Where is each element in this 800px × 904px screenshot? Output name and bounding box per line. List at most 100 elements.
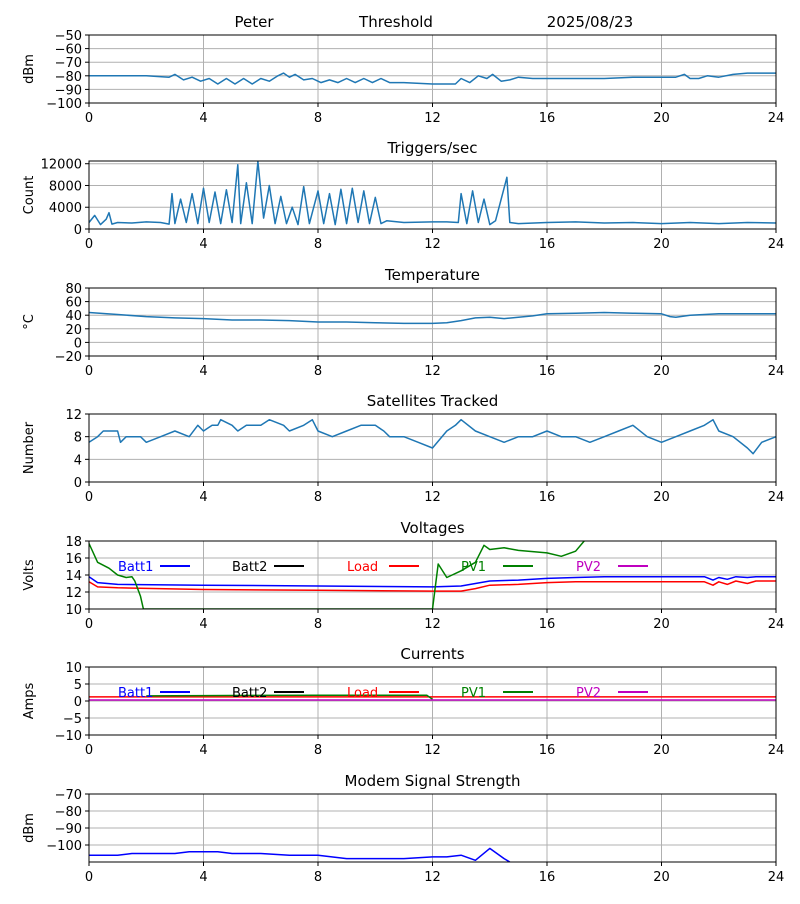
y-tick-label: 12000 — [41, 158, 82, 173]
x-tick-label: 0 — [85, 870, 93, 885]
legend-label-batt2: Batt2 — [232, 686, 267, 701]
x-tick-label: 24 — [768, 364, 785, 379]
series-group — [89, 418, 776, 455]
series-line-temperature — [89, 311, 776, 325]
x-tick-label: 20 — [653, 237, 670, 252]
y-tick-label: −90 — [55, 822, 82, 837]
x-tick-label: 8 — [314, 237, 322, 252]
series-group — [89, 847, 511, 862]
x-tick-label: 16 — [539, 743, 556, 758]
x-tick-label: 8 — [314, 111, 322, 126]
y-axis-label: Amps — [22, 682, 37, 719]
x-tick-label: 12 — [424, 111, 441, 126]
x-tick-label: 24 — [768, 237, 785, 252]
panel-threshold: 0 4 8 12 16 20 24 −100−90−80−70−60−50 dBm — [22, 29, 784, 126]
y-tick-label: 8000 — [49, 179, 82, 194]
x-tick-label: 8 — [314, 743, 322, 758]
panel-satellites: 0 4 8 12 16 20 24 0 4 8 12 Satellites Tracked Number — [22, 392, 784, 505]
x-tick-label: 0 — [85, 490, 93, 505]
x-tick-label: 24 — [768, 490, 785, 505]
series-line-satellites — [89, 418, 776, 455]
x-tick-label: 20 — [653, 364, 670, 379]
panel-title: Modem Signal Strength — [345, 772, 521, 790]
header-type: Threshold — [358, 13, 433, 31]
y-tick-label: −70 — [55, 56, 82, 71]
x-tick-label: 0 — [85, 743, 93, 758]
series-line-batt1 — [89, 575, 776, 588]
x-tick-label: 20 — [653, 870, 670, 885]
panel-voltages: 0 4 8 12 16 20 24 10 12 14 16 18 Voltages Volts Batt1 B… — [22, 519, 784, 632]
panel-title: Currents — [400, 645, 464, 663]
legend-label-load: Load — [347, 686, 378, 701]
y-tick-label: 10 — [65, 603, 82, 618]
x-tick-label: 4 — [199, 870, 207, 885]
y-tick-label: 5 — [74, 678, 82, 693]
y-tick-label: 0 — [74, 476, 82, 491]
y-tick-label: −20 — [55, 350, 82, 365]
x-tick-label: 12 — [424, 237, 441, 252]
panel-title: Voltages — [400, 519, 464, 537]
x-tick-label: 16 — [539, 111, 556, 126]
legend-label-pv2: PV2 — [576, 686, 601, 701]
x-tick-label: 4 — [199, 111, 207, 126]
y-tick-label: 8 — [74, 431, 82, 446]
x-tick-label: 12 — [424, 617, 441, 632]
y-axis-label: Volts — [22, 559, 37, 591]
panel-title: Satellites Tracked — [367, 392, 498, 410]
y-axis-label: °C — [22, 314, 37, 330]
series-line-load — [89, 580, 776, 592]
y-tick-label: −100 — [46, 839, 82, 854]
y-tick-label: 14 — [65, 569, 82, 584]
x-tick-label: 12 — [424, 364, 441, 379]
x-tick-label: 24 — [768, 743, 785, 758]
legend-label-pv2: PV2 — [576, 560, 601, 575]
panel-currents: 0 4 8 12 16 20 24 −10 −5 0 5 10 Currents Amps Batt1 Bat… — [22, 645, 784, 758]
series-group — [89, 541, 776, 609]
panel-modem: 0 4 8 12 16 20 24 −100 −90 −80 −70 Modem Signal Str… — [22, 772, 784, 885]
series-line-pv1 — [89, 541, 585, 609]
y-tick-label: 12 — [65, 586, 82, 601]
y-tick-label: 0 — [74, 336, 82, 351]
legend-label-batt1: Batt1 — [118, 560, 153, 575]
y-tick-label: 4000 — [49, 201, 82, 216]
legend-label-pv1: PV1 — [461, 686, 486, 701]
y-tick-label: 16 — [65, 552, 82, 567]
x-tick-label: 20 — [653, 490, 670, 505]
series-group — [89, 694, 776, 701]
y-tick-label: 60 — [65, 296, 82, 311]
x-tick-label: 4 — [199, 617, 207, 632]
y-tick-label: 80 — [65, 282, 82, 297]
x-tick-label: 24 — [768, 870, 785, 885]
y-tick-label: −80 — [55, 805, 82, 820]
legend-label-load: Load — [347, 560, 378, 575]
x-tick-label: 0 — [85, 617, 93, 632]
x-tick-label: 8 — [314, 870, 322, 885]
x-tick-label: 0 — [85, 111, 93, 126]
x-tick-label: 16 — [539, 237, 556, 252]
y-tick-label: −50 — [55, 29, 82, 44]
series-line-threshold — [89, 72, 776, 85]
x-tick-label: 16 — [539, 870, 556, 885]
y-axis-label: dBm — [22, 54, 37, 84]
x-tick-label: 20 — [653, 111, 670, 126]
x-tick-label: 12 — [424, 870, 441, 885]
x-tick-label: 4 — [199, 490, 207, 505]
series-group — [89, 72, 776, 85]
legend-label-batt1: Batt1 — [118, 686, 153, 701]
panel-title: Temperature — [384, 266, 480, 284]
y-tick-label: 0 — [74, 695, 82, 710]
x-tick-label: 12 — [424, 743, 441, 758]
x-tick-label: 8 — [314, 364, 322, 379]
y-tick-label: −10 — [55, 729, 82, 744]
x-tick-label: 8 — [314, 617, 322, 632]
y-tick-label: 0 — [74, 223, 82, 238]
y-tick-label: −70 — [55, 788, 82, 803]
y-tick-label: 18 — [65, 535, 82, 550]
series-group — [89, 161, 776, 226]
x-tick-label: 20 — [653, 617, 670, 632]
x-tick-label: 0 — [85, 364, 93, 379]
y-tick-label: 12 — [65, 408, 82, 423]
x-tick-label: 16 — [539, 617, 556, 632]
